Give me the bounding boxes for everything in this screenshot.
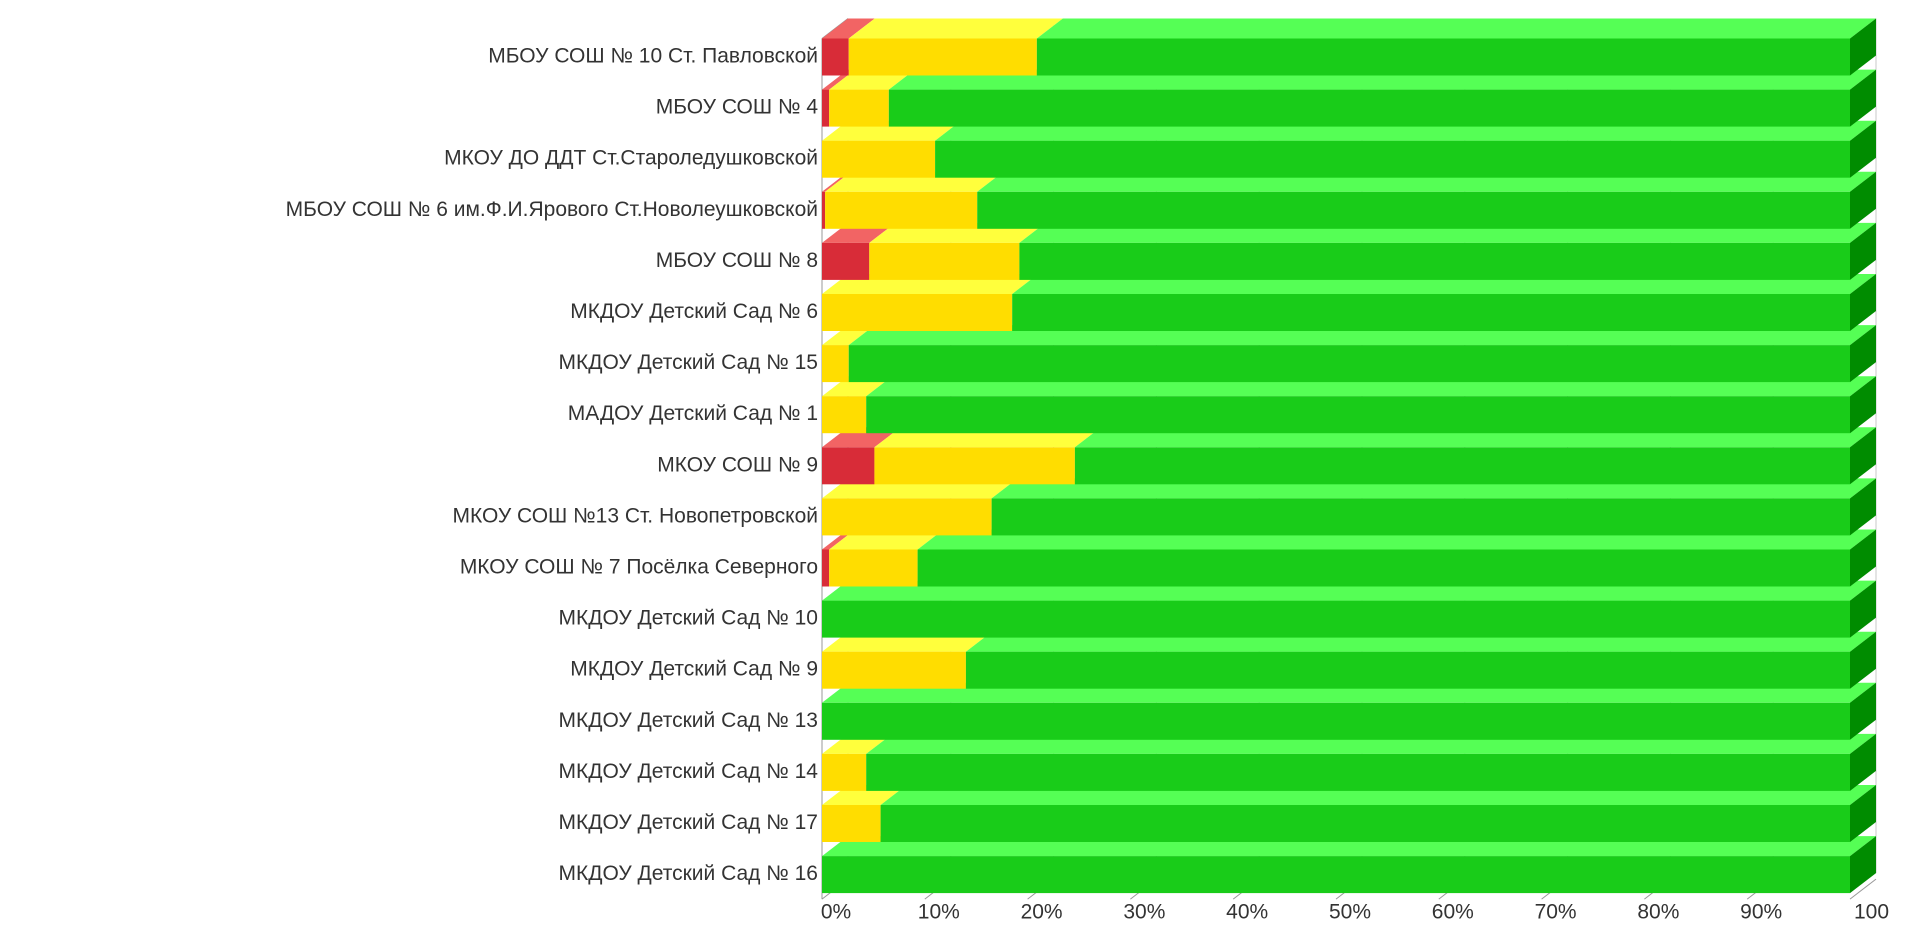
bar-side — [1850, 836, 1876, 894]
bar-segment — [829, 89, 889, 127]
x-tick-label: 50% — [1329, 901, 1371, 924]
bar-side — [1850, 529, 1876, 587]
bar-segment — [822, 498, 992, 536]
y-tick-label: МКДОУ Детский Сад № 10 — [559, 607, 818, 630]
bar-side — [1850, 427, 1876, 485]
x-tick-label: 90% — [1740, 901, 1782, 924]
bar-segment — [880, 805, 1850, 842]
bar-segment — [1012, 294, 1850, 331]
bar-segment — [822, 345, 849, 383]
y-tick-label: МКДОУ Детский Сад № 13 — [559, 709, 818, 732]
bar-segment — [1019, 242, 1850, 280]
y-tick-label: МКДОУ Детский Сад № 16 — [559, 862, 818, 885]
bar-segment — [822, 447, 875, 485]
bar-side — [1850, 478, 1876, 536]
bar-segment — [866, 753, 1850, 791]
bar-segment — [822, 191, 826, 229]
bar-segment — [977, 191, 1850, 229]
x-tick-label: 40% — [1226, 901, 1268, 924]
x-tick-label: 100 — [1854, 901, 1889, 924]
bar-segment — [822, 89, 830, 127]
bar-segment — [848, 38, 1037, 76]
x-tick-label: 0% — [821, 901, 851, 924]
bar-segment — [822, 396, 867, 434]
x-tick-label: 10% — [918, 901, 960, 924]
bar-segment — [822, 702, 1850, 740]
bar-segment — [822, 294, 1013, 331]
bar-segment — [888, 89, 1850, 127]
y-tick-label: МКОУ СОШ № 7 Посёлка Северного — [460, 556, 818, 579]
bar-side — [1850, 733, 1876, 791]
bar-side — [1850, 69, 1876, 127]
bar-segment — [848, 345, 1850, 383]
x-tick-label: 30% — [1123, 901, 1165, 924]
tick-mark — [1849, 878, 1877, 900]
bar-side — [1850, 325, 1876, 383]
y-tick-label: МКОУ ДО ДДТ Ст.Староледушковской — [444, 147, 818, 170]
bar-top — [822, 18, 875, 39]
bar-segment — [822, 600, 1850, 638]
y-tick-label: МКДОУ Детский Сад № 17 — [559, 811, 818, 834]
bar-segment — [829, 549, 918, 587]
bar-side — [1850, 682, 1876, 740]
bar-segment — [822, 856, 1850, 894]
y-tick-label: МАДОУ Детский Сад № 1 — [568, 402, 818, 425]
bar-segment — [1074, 447, 1850, 485]
bar-side — [1850, 376, 1876, 434]
bar-segment — [822, 753, 867, 791]
bar-segment — [935, 140, 1850, 178]
bar-segment — [822, 242, 870, 280]
bar-segment — [965, 651, 1850, 689]
bar-side — [1850, 18, 1876, 76]
bar-side — [1850, 580, 1876, 638]
y-tick-label: МКДОУ Детский Сад № 6 — [570, 300, 818, 323]
bar-side — [1850, 274, 1876, 331]
x-tick-label: 70% — [1535, 901, 1577, 924]
bar-segment — [991, 498, 1850, 536]
bar-side — [1850, 785, 1876, 842]
bar-side — [1850, 631, 1876, 689]
bar-segment — [874, 447, 1075, 485]
bar-segment — [825, 191, 978, 229]
y-tick-label: МБОУ СОШ № 4 — [656, 96, 819, 119]
bar-top — [1036, 18, 1876, 39]
y-tick-label: МБОУ СОШ № 8 — [656, 249, 818, 272]
bar-segment — [822, 651, 966, 689]
x-tick-label: 20% — [1021, 901, 1063, 924]
bar-segment — [866, 396, 1850, 434]
bar-segment — [822, 38, 849, 76]
bar-side — [1850, 222, 1876, 280]
bar-segment — [822, 549, 830, 587]
y-tick-label: МКОУ СОШ №13 Ст. Новопетровской — [452, 504, 818, 527]
bar-segment — [822, 805, 881, 842]
bar-top — [848, 18, 1063, 39]
y-tick-label: МКОУ СОШ № 9 — [657, 453, 818, 476]
bar-segment — [822, 140, 936, 178]
y-tick-label: МБОУ СОШ № 6 им.Ф.И.Ярового Ст.Новолеушк… — [286, 198, 818, 221]
y-tick-label: МБОУ СОШ № 10 Ст. Павловской — [488, 45, 818, 68]
x-tick-label: 80% — [1637, 901, 1679, 924]
x-tick-label: 60% — [1432, 901, 1474, 924]
bar-side — [1850, 120, 1876, 178]
bar-segment — [1036, 38, 1850, 76]
bar-segment — [917, 549, 1850, 587]
bar-side — [1850, 171, 1876, 229]
bar-segment — [869, 242, 1020, 280]
y-tick-label: МКДОУ Детский Сад № 9 — [570, 658, 818, 681]
y-tick-label: МКДОУ Детский Сад № 15 — [559, 351, 818, 374]
y-tick-label: МКДОУ Детский Сад № 14 — [559, 760, 819, 783]
